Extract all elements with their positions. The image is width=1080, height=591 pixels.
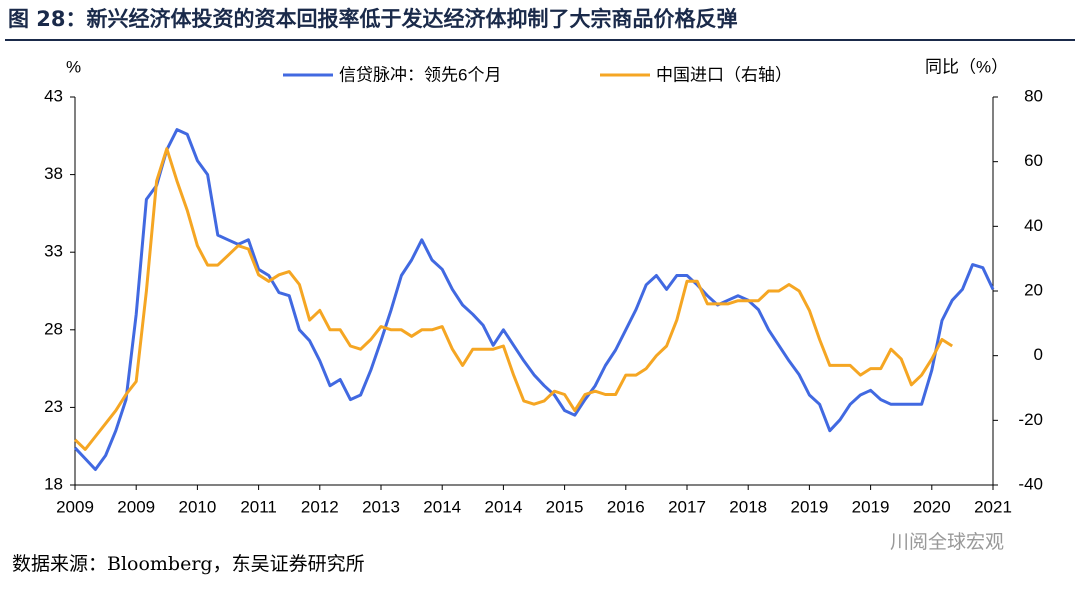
x-tick-label: 2014 <box>423 497 461 516</box>
y-tick-label: 38 <box>44 164 63 183</box>
legend-label: 中国进口（右轴） <box>656 65 792 84</box>
y-tick-label: 18 <box>44 474 63 493</box>
x-tick-label: 2013 <box>362 497 400 516</box>
x-tick-label: 2016 <box>607 497 645 516</box>
y2-axis-label: 同比（%） <box>925 57 1008 76</box>
x-tick-label: 2011 <box>240 497 277 516</box>
y-axis-label: % <box>66 57 81 76</box>
x-tick-label: 2019 <box>790 497 828 516</box>
y2-tick-label: -20 <box>1018 410 1043 429</box>
y2-tick-label: 0 <box>1034 345 1043 364</box>
y2-tick-label: 60 <box>1024 151 1043 170</box>
x-tick-label: 2009 <box>56 497 94 516</box>
x-tick-label: 2014 <box>484 497 522 516</box>
x-tick-label: 2018 <box>729 497 767 516</box>
x-tick-label: 2021 <box>974 497 1012 516</box>
x-tick-label: 2009 <box>117 497 155 516</box>
x-tick-label: 2010 <box>178 497 216 516</box>
y-tick-label: 23 <box>44 397 63 416</box>
chart-title: 图 28：新兴经济体投资的资本回报率低于发达经济体抑制了大宗商品价格反弹 <box>8 7 738 31</box>
series-line <box>73 128 995 471</box>
series-line <box>73 147 954 451</box>
source: 数据来源：Bloomberg，东吴证券研究所 <box>12 553 365 575</box>
y2-tick-label: 40 <box>1024 216 1043 235</box>
x-tick-label: 2017 <box>668 497 706 516</box>
x-tick-label: 2019 <box>852 497 890 516</box>
y2-tick-label: 80 <box>1024 86 1043 105</box>
y-tick-label: 28 <box>44 319 63 338</box>
y2-tick-label: 20 <box>1024 280 1043 299</box>
y2-tick-label: -40 <box>1018 474 1043 493</box>
x-tick-label: 2012 <box>301 497 339 516</box>
legend-label: 信贷脉冲：领先6个月 <box>339 65 501 84</box>
y-tick-label: 43 <box>44 86 63 105</box>
y-tick-label: 33 <box>44 242 63 261</box>
watermark: 川阅全球宏观 <box>890 531 1004 553</box>
x-tick-label: 2020 <box>913 497 951 516</box>
x-tick-label: 2015 <box>546 497 584 516</box>
